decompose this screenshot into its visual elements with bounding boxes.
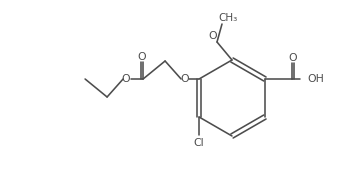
Text: O: O [122, 74, 130, 84]
Text: CH₃: CH₃ [218, 13, 238, 23]
Text: O: O [137, 52, 146, 62]
Text: OH: OH [307, 74, 324, 84]
Text: O: O [181, 74, 189, 84]
Text: O: O [209, 31, 217, 41]
Text: O: O [289, 53, 297, 63]
Text: Cl: Cl [194, 138, 204, 148]
